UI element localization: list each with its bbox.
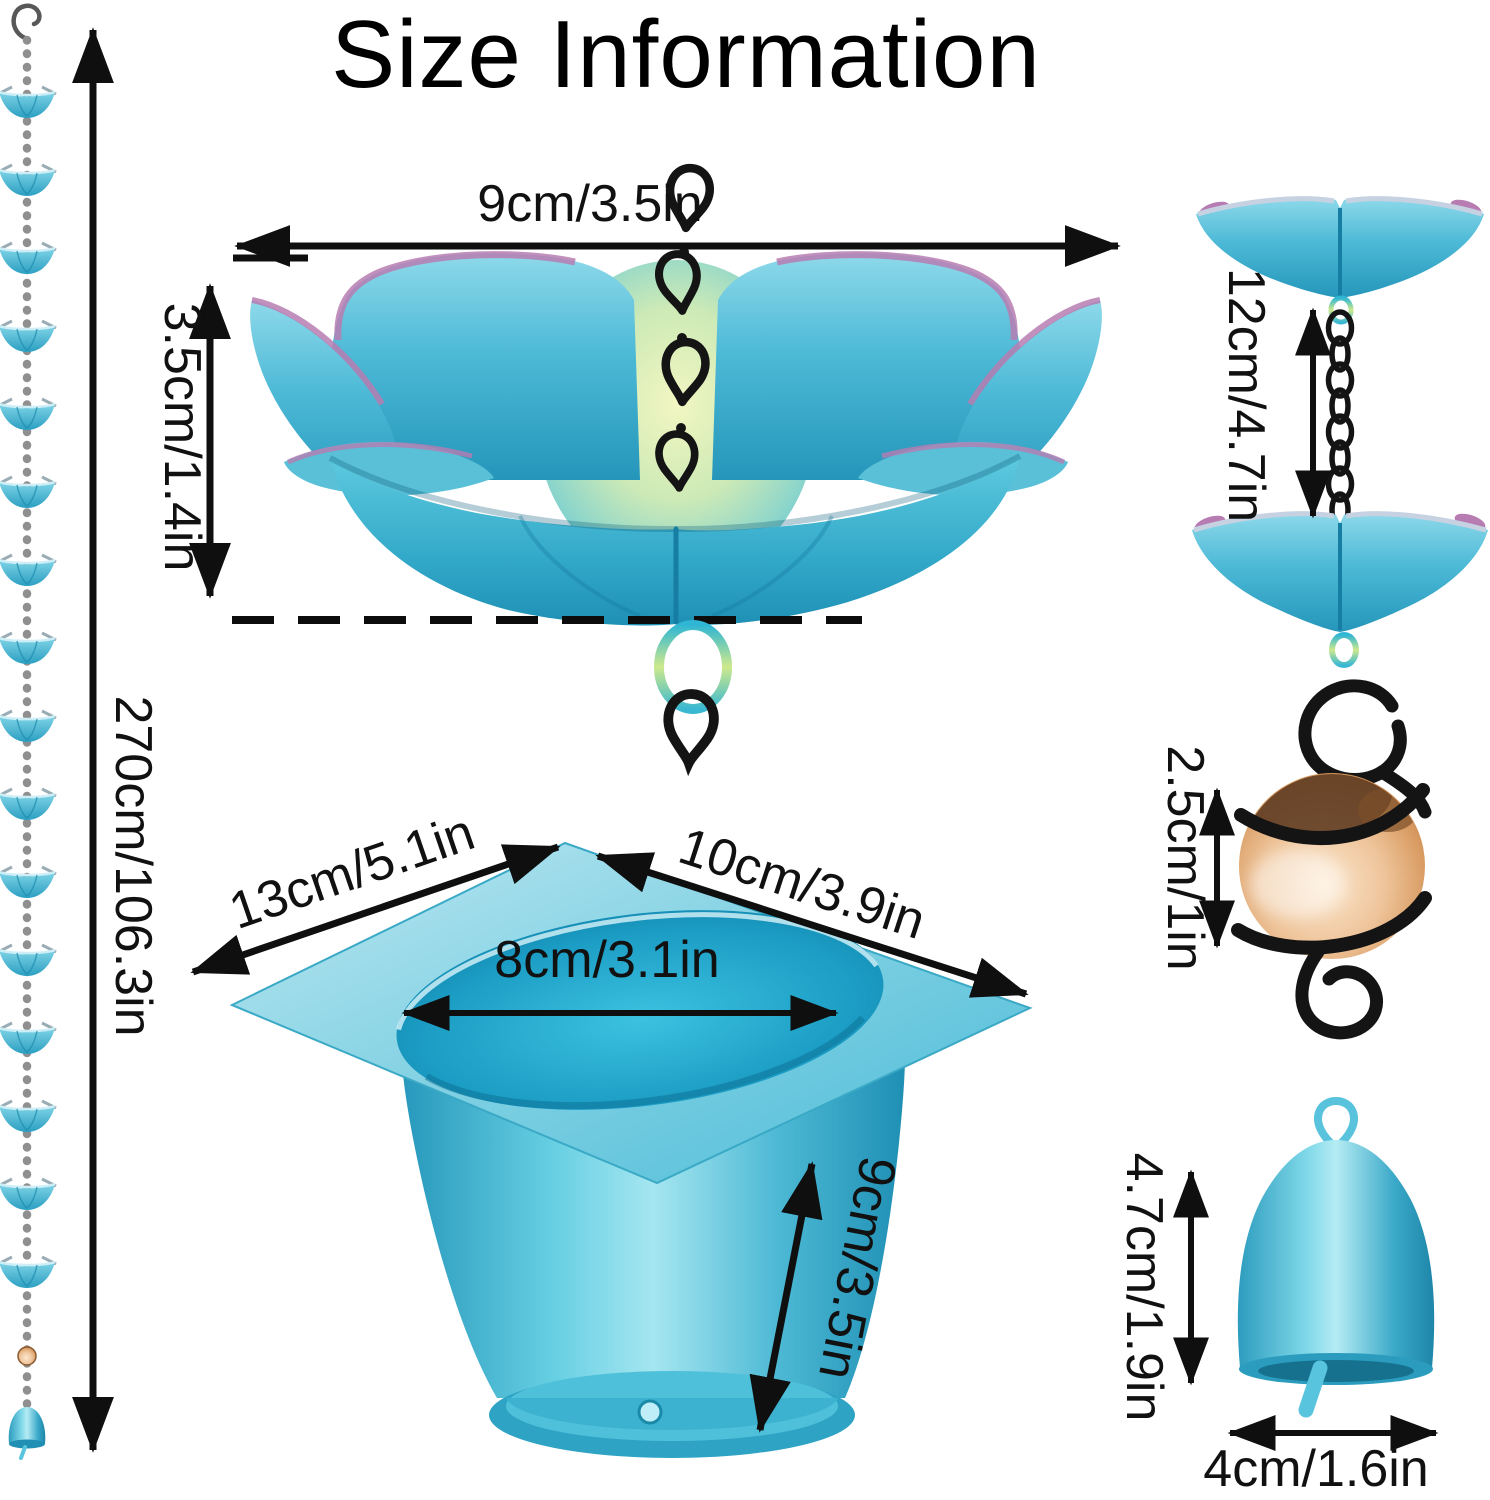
rain-cup [0, 1255, 58, 1290]
rain-cup [0, 553, 58, 588]
teal-ring-link [654, 620, 732, 714]
base-bolt [637, 1399, 663, 1425]
bell-body [1237, 1140, 1435, 1368]
cup-height-arrow [749, 1161, 823, 1433]
chain-link [1329, 439, 1351, 477]
bell-detail [1173, 1097, 1439, 1451]
black-chain-link [666, 693, 715, 764]
page-title: Size Information [331, 1, 1041, 108]
chain-link [1329, 335, 1351, 373]
spiral-top-loop [1298, 679, 1407, 786]
chain-bead [17, 1346, 37, 1366]
label-ball-diameter: 2.5cm/1in [1156, 745, 1214, 971]
left-rain-chain [0, 3, 58, 1460]
cup-spacing-detail [1192, 196, 1488, 668]
spiral-ball-detail [1199, 679, 1432, 1040]
chain-link [1329, 387, 1351, 425]
label-bell-height: 4.7cm/1.9in [1115, 1152, 1173, 1422]
rain-cup [0, 163, 58, 198]
plate-right-side-arrow [595, 852, 1029, 998]
plate-left-side-arrow [190, 843, 561, 976]
bell-hanging-loop [1314, 1097, 1358, 1154]
label-flower-width: 9cm/3.5in [477, 175, 703, 233]
label-bell-width: 4cm/1.6in [1203, 1440, 1429, 1498]
label-hole-diameter: 8cm/3.1in [494, 931, 720, 989]
label-flower-height: 3.5cm/1.4in [153, 302, 211, 572]
spiral-bottom-loop [1295, 945, 1383, 1040]
label-total-chain-length: 270cm/106.3in [104, 695, 162, 1037]
rain-cup [0, 241, 58, 276]
hanging-hook-icon [11, 3, 42, 41]
main-flower-cup [250, 166, 1102, 626]
label-cup-spacing: 12cm/4.7in [1217, 267, 1275, 523]
bell-clapper [1298, 1360, 1328, 1418]
rain-cup [0, 865, 58, 900]
chain-end-bell [8, 1407, 46, 1460]
right-chain-links [1325, 309, 1355, 529]
top-flower-cup [1196, 196, 1484, 325]
rain-cup [0, 943, 58, 978]
bottom-flower-cup [1192, 511, 1488, 668]
